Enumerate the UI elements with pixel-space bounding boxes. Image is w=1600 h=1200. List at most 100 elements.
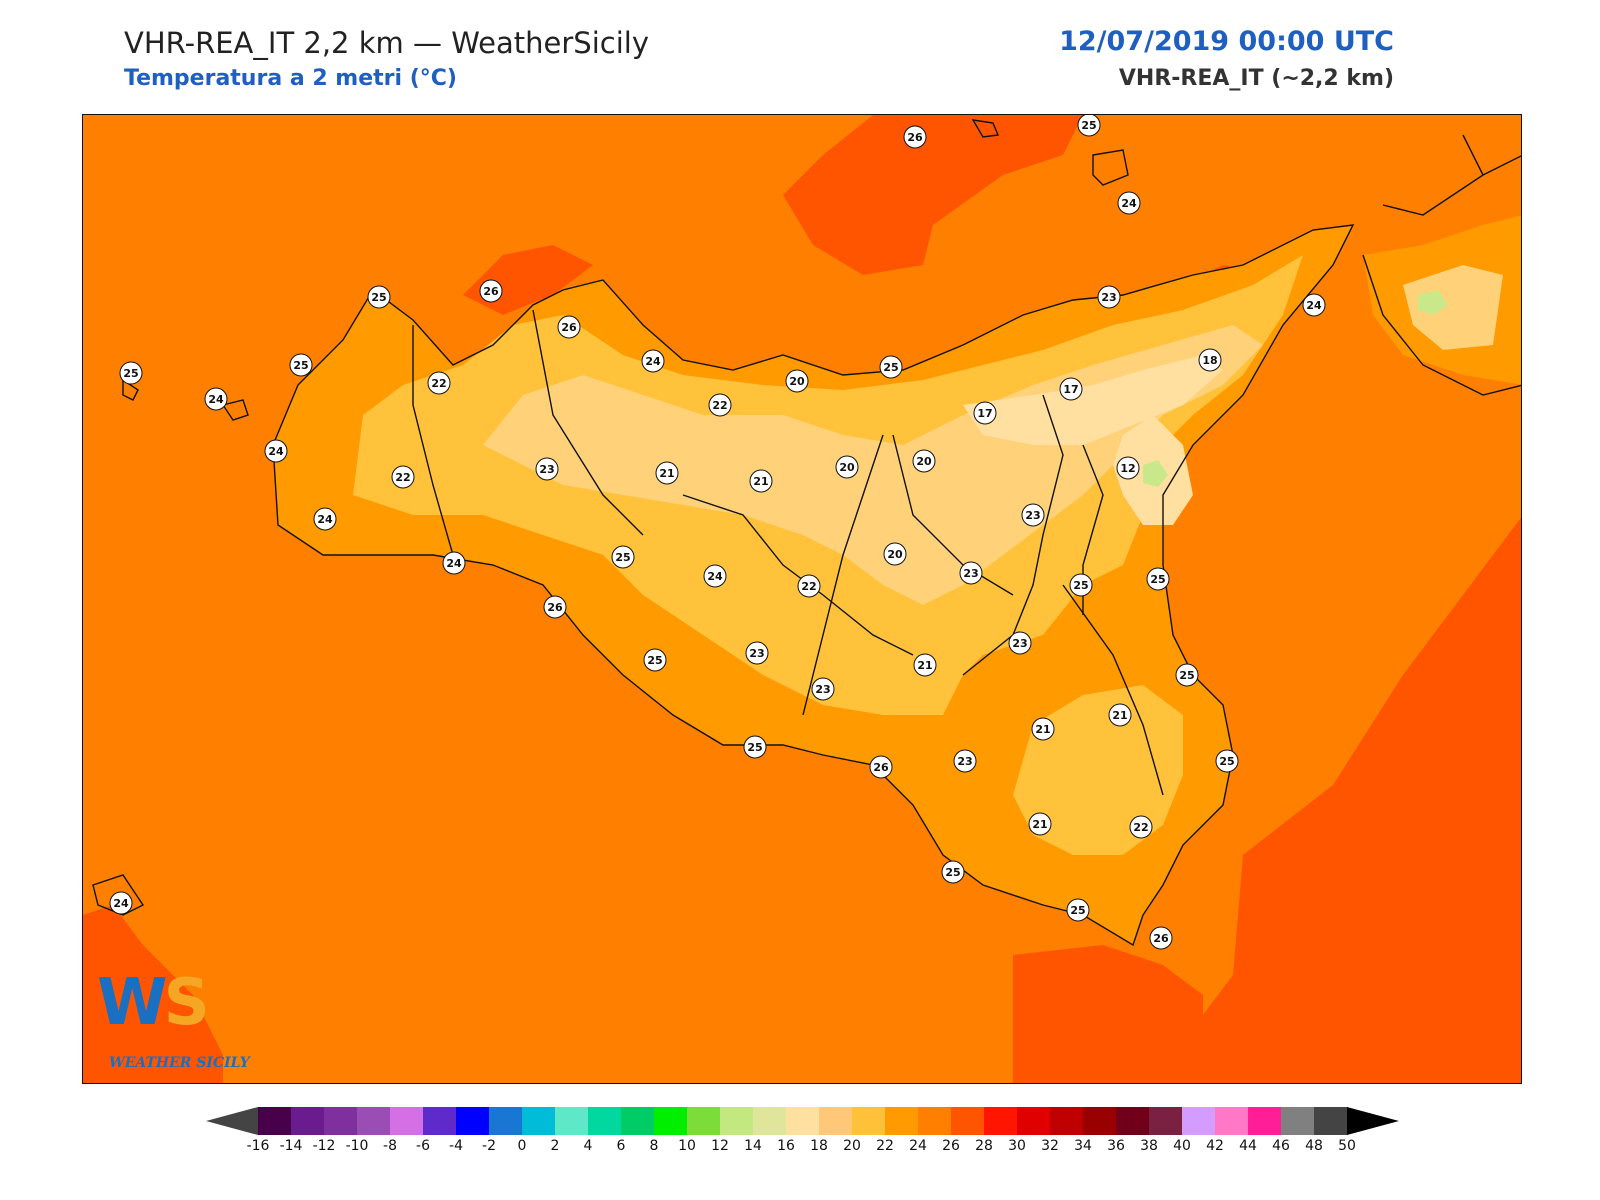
station-value: 18: [1202, 354, 1217, 367]
station-value: 20: [916, 455, 932, 468]
colorbar-tick-label: -2: [482, 1138, 496, 1154]
colorbar-segment: [1116, 1107, 1150, 1135]
station-value: 25: [883, 361, 898, 374]
station-augusta: 25: [1215, 749, 1239, 773]
colorbar-tick-label: 38: [1140, 1138, 1158, 1154]
colorbar-tick-label: 12: [711, 1138, 729, 1154]
station-marker: [1021, 503, 1045, 527]
colorbar-tick-label: 28: [975, 1138, 993, 1154]
station-marker: [811, 677, 835, 701]
station-value: 23: [539, 463, 554, 476]
colorbar-tick-label: 42: [1206, 1138, 1224, 1154]
station-value: 26: [547, 601, 563, 614]
station-value: 17: [1063, 383, 1078, 396]
station-marker: [535, 457, 559, 481]
station-value: 25: [293, 359, 308, 372]
colorbar-segment: [786, 1107, 820, 1135]
station-santo-stefano: 25: [879, 355, 903, 379]
station-value: 25: [747, 741, 762, 754]
station-marker: [543, 595, 567, 619]
station-value: 25: [1179, 669, 1194, 682]
station-sciacca: 24: [442, 551, 466, 575]
logo-name: WEATHER SICILY: [109, 1055, 250, 1071]
station-favignana: 24: [204, 387, 228, 411]
station-marker: [1108, 703, 1132, 727]
station-enna: 20: [883, 542, 907, 566]
station-value: 21: [1112, 709, 1127, 722]
colorbar-segment: [984, 1107, 1018, 1135]
colorbar-segment: [1182, 1107, 1216, 1135]
station-marker: [1117, 191, 1141, 215]
colorbar-segment: [687, 1107, 721, 1135]
station-panarea: 25: [1077, 115, 1101, 137]
station-marker: [367, 285, 391, 309]
station-cefalu-inland: 20: [785, 369, 809, 393]
station-randazzo: 17: [1059, 377, 1083, 401]
colorbar-segment: [951, 1107, 985, 1135]
temperature-colorbar: [206, 1107, 1399, 1135]
station-marker: [913, 653, 937, 677]
station-marker: [941, 860, 965, 884]
station-value: 20: [789, 375, 805, 388]
station-peloritani: 18: [1198, 348, 1222, 372]
station-value: 23: [1101, 291, 1116, 304]
colorbar-tick-label: 26: [942, 1138, 960, 1154]
station-ragusa: 21: [1028, 812, 1052, 836]
station-marker: [479, 279, 503, 303]
station-marker: [1077, 115, 1101, 137]
station-naro: 23: [745, 641, 769, 665]
colorbar-segment: [324, 1107, 358, 1135]
station-marker: [1198, 348, 1222, 372]
warm-sea-areas: [83, 115, 1521, 1083]
station-cammarata: 25: [611, 545, 635, 569]
station-marker: [1008, 631, 1032, 655]
station-bronte: 23: [1021, 503, 1045, 527]
station-value: 24: [1306, 299, 1322, 312]
station-etna: 12: [1116, 456, 1140, 480]
station-value: 23: [815, 683, 830, 696]
station-nicosia: 20: [912, 449, 936, 473]
colorbar-tick-label: 44: [1239, 1138, 1257, 1154]
station-caltavuturo: 21: [749, 469, 773, 493]
station-petralia: 20: [835, 455, 859, 479]
station-value: 24: [113, 897, 129, 910]
forecast-datetime: 12/07/2019 00:00 UTC: [1059, 26, 1394, 57]
station-value: 20: [839, 461, 855, 474]
station-value: 22: [395, 471, 410, 484]
station-marker: [109, 891, 133, 915]
colorbar-tick-label: 48: [1305, 1138, 1323, 1154]
station-marker: [959, 561, 983, 585]
colorbar-segment: [390, 1107, 424, 1135]
colorbar-segment: [357, 1107, 391, 1135]
colorbar-segment: [1017, 1107, 1051, 1135]
colorbar-segment: [1149, 1107, 1183, 1135]
station-value: 25: [1219, 755, 1234, 768]
colorbar-segment: [1083, 1107, 1117, 1135]
station-marker: [745, 641, 769, 665]
station-cesaro: 17: [973, 401, 997, 425]
station-marker: [1066, 898, 1090, 922]
station-value: 22: [431, 377, 446, 390]
colorbar-tick-label: 4: [583, 1138, 593, 1154]
station-niscemi: 23: [953, 749, 977, 773]
colorbar-segment: [852, 1107, 886, 1135]
station-value: 26: [1153, 932, 1169, 945]
station-vizzini: 21: [1031, 717, 1055, 741]
station-value: 25: [615, 551, 630, 564]
colorbar-segment: [654, 1107, 688, 1135]
station-pozzallo: 25: [1066, 898, 1090, 922]
station-pantelleria: 24: [109, 891, 133, 915]
station-value: 23: [749, 647, 764, 660]
station-marker: [883, 542, 907, 566]
colorbar-segment: [522, 1107, 556, 1135]
colorbar-segment: [819, 1107, 853, 1135]
station-value: 26: [483, 285, 499, 298]
colorbar-segment: [1215, 1107, 1249, 1135]
station-gela: 26: [869, 755, 893, 779]
colorbar-segment: [588, 1107, 622, 1135]
station-value: 12: [1120, 462, 1135, 475]
colorbar-tick-label: -16: [246, 1138, 270, 1154]
station-marker: [557, 315, 581, 339]
station-marker: [785, 369, 809, 393]
station-trapani-north: 25: [289, 353, 313, 377]
